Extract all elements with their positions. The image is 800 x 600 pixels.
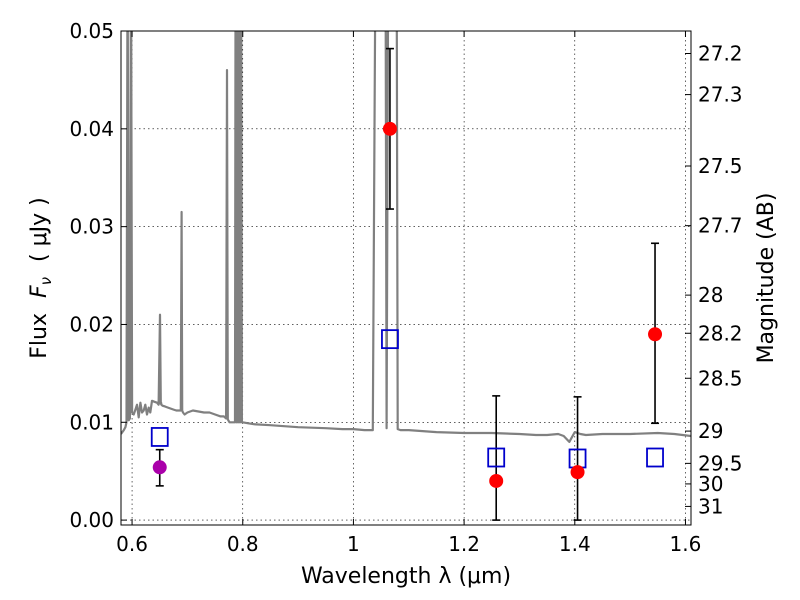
y-tick-label: 0.02 bbox=[69, 312, 114, 336]
svg-text:Flux Fν ( μJy ): Flux Fν ( μJy ) bbox=[27, 197, 57, 358]
x-tick-label: 0.8 bbox=[227, 532, 259, 556]
right-tick-label: 28.2 bbox=[698, 321, 743, 345]
photometry-point bbox=[489, 473, 504, 488]
right-tick-label: 31 bbox=[698, 494, 723, 518]
right-tick-label: 27.5 bbox=[698, 154, 743, 178]
grid bbox=[121, 30, 691, 525]
y-axis-label-units: ( μJy ) bbox=[27, 197, 52, 262]
right-tick-label: 28.5 bbox=[698, 366, 743, 390]
model-point bbox=[381, 329, 399, 350]
y-tick-label: 0.01 bbox=[69, 410, 114, 434]
x-axis-label: Wavelength λ (μm) bbox=[301, 564, 511, 589]
model-point bbox=[150, 427, 169, 447]
right-tick-label: 27.2 bbox=[698, 41, 743, 65]
data-marks bbox=[150, 47, 664, 521]
plot-frame bbox=[120, 30, 692, 526]
y-axis-label-subscript: ν bbox=[37, 277, 55, 285]
x-tick-label: 1.6 bbox=[670, 532, 702, 556]
photometry-point bbox=[570, 465, 585, 480]
photometry-point bbox=[382, 121, 397, 136]
right-axis-label: Magnitude (AB) bbox=[754, 193, 779, 364]
right-tick-label: 27.7 bbox=[698, 214, 743, 238]
photometry-point bbox=[152, 460, 167, 475]
y-tick-label: 0.03 bbox=[69, 215, 114, 239]
y-axis-label-prefix: Flux bbox=[27, 313, 52, 359]
tick-marks bbox=[121, 30, 691, 525]
right-tick-label: 30 bbox=[698, 472, 723, 496]
y-axis-label: Flux Fν ( μJy ) bbox=[27, 197, 57, 358]
spectrum-line bbox=[121, 31, 691, 443]
right-tick-label: 29 bbox=[698, 419, 723, 443]
y-axis-label-symbol: F bbox=[27, 285, 52, 298]
y-tick-label: 0.05 bbox=[69, 19, 114, 43]
x-tick-label: 1.2 bbox=[448, 532, 480, 556]
right-tick-label: 29.5 bbox=[698, 451, 743, 475]
photometry-point bbox=[648, 327, 663, 342]
y-tick-label: 0.04 bbox=[69, 117, 114, 141]
tick-labels: 0.6 0.8 1 1.2 1.4 1.6 0.00 0.01 0.02 0.03 0.04 0.05… bbox=[69, 19, 742, 556]
x-tick-label: 1 bbox=[347, 532, 360, 556]
right-tick-label: 27.3 bbox=[698, 83, 743, 107]
model-point bbox=[646, 447, 664, 468]
x-tick-label: 1.4 bbox=[559, 532, 591, 556]
right-tick-label: 28 bbox=[698, 283, 723, 307]
x-tick-label: 0.6 bbox=[116, 532, 148, 556]
y-tick-label: 0.00 bbox=[69, 508, 114, 532]
model-point bbox=[487, 447, 506, 468]
